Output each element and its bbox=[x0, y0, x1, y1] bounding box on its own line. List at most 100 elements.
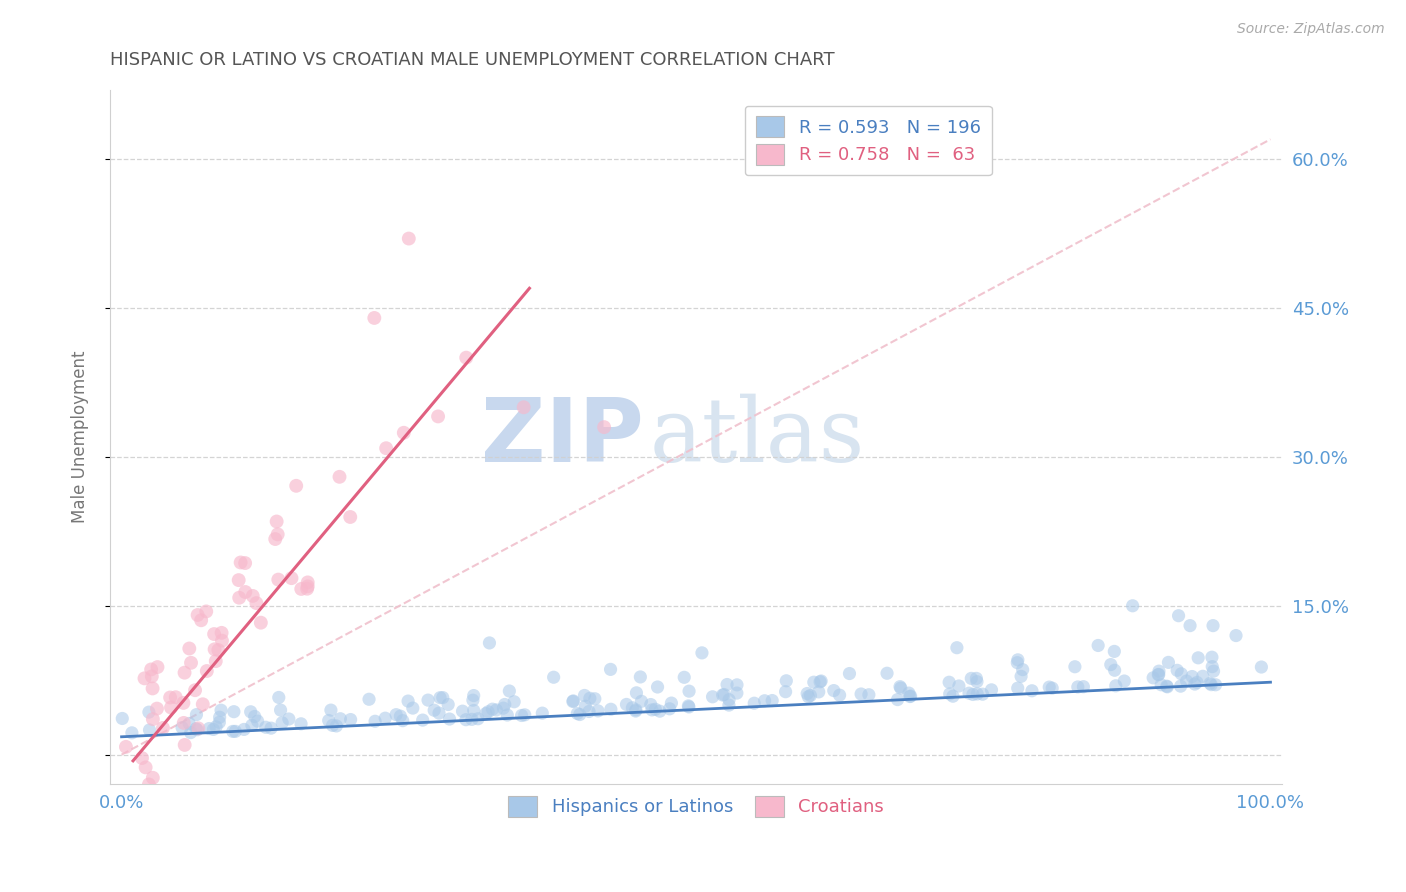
Point bbox=[202, 627, 225, 641]
Point bbox=[138, 723, 160, 737]
Point bbox=[398, 231, 420, 245]
Point bbox=[454, 713, 477, 727]
Point bbox=[211, 633, 233, 648]
Point bbox=[513, 707, 536, 722]
Point bbox=[357, 692, 380, 706]
Point bbox=[960, 672, 983, 686]
Point bbox=[228, 591, 250, 605]
Point bbox=[543, 670, 565, 684]
Point bbox=[496, 708, 519, 723]
Point bbox=[713, 688, 735, 702]
Point bbox=[1073, 680, 1095, 694]
Point bbox=[579, 691, 602, 706]
Point bbox=[160, 700, 183, 714]
Point bbox=[889, 680, 911, 694]
Point bbox=[796, 686, 818, 700]
Point bbox=[245, 596, 267, 610]
Point bbox=[1202, 664, 1225, 678]
Point bbox=[626, 686, 648, 700]
Point bbox=[297, 579, 319, 593]
Point bbox=[190, 613, 212, 627]
Point bbox=[461, 693, 484, 707]
Point bbox=[1201, 659, 1223, 673]
Point bbox=[374, 711, 396, 725]
Point bbox=[463, 689, 485, 703]
Point bbox=[179, 716, 201, 731]
Point bbox=[131, 751, 153, 765]
Point bbox=[402, 701, 425, 715]
Point bbox=[803, 675, 825, 690]
Point bbox=[512, 401, 534, 415]
Point bbox=[640, 698, 662, 712]
Point bbox=[716, 677, 738, 691]
Point bbox=[966, 674, 988, 689]
Point bbox=[828, 688, 851, 702]
Point bbox=[138, 777, 160, 791]
Point bbox=[432, 690, 454, 705]
Point bbox=[138, 705, 160, 719]
Point bbox=[222, 705, 245, 719]
Point bbox=[1038, 680, 1060, 694]
Point bbox=[204, 654, 226, 668]
Point bbox=[1021, 683, 1043, 698]
Point bbox=[1010, 669, 1032, 683]
Point bbox=[942, 690, 965, 704]
Point bbox=[481, 702, 503, 716]
Point bbox=[962, 688, 984, 702]
Point bbox=[267, 527, 290, 541]
Point bbox=[239, 705, 262, 719]
Point bbox=[141, 669, 163, 683]
Point bbox=[678, 698, 700, 713]
Point bbox=[644, 702, 666, 716]
Y-axis label: Male Unemployment: Male Unemployment bbox=[72, 351, 89, 524]
Point bbox=[233, 585, 256, 599]
Point bbox=[838, 666, 860, 681]
Point bbox=[1250, 660, 1272, 674]
Point bbox=[578, 705, 600, 719]
Point bbox=[717, 698, 740, 712]
Point bbox=[1181, 669, 1204, 683]
Point bbox=[198, 722, 221, 736]
Point bbox=[1175, 674, 1198, 689]
Point bbox=[754, 694, 776, 708]
Point bbox=[322, 718, 344, 732]
Point bbox=[1184, 677, 1206, 691]
Point bbox=[180, 725, 202, 739]
Point bbox=[1225, 629, 1247, 643]
Point bbox=[1167, 608, 1189, 623]
Point bbox=[561, 694, 583, 708]
Point bbox=[152, 721, 174, 735]
Point bbox=[946, 640, 969, 655]
Point bbox=[718, 692, 741, 706]
Point bbox=[1114, 673, 1136, 688]
Legend: Hispanics or Latinos, Croatians: Hispanics or Latinos, Croatians bbox=[501, 789, 891, 824]
Point bbox=[246, 714, 269, 728]
Point bbox=[1202, 618, 1225, 632]
Point bbox=[574, 699, 596, 714]
Point bbox=[233, 723, 256, 737]
Point bbox=[207, 643, 229, 657]
Point bbox=[810, 673, 832, 688]
Point bbox=[134, 671, 156, 685]
Point bbox=[641, 703, 664, 717]
Point bbox=[135, 760, 157, 774]
Point bbox=[661, 696, 683, 710]
Point bbox=[1007, 681, 1029, 695]
Point bbox=[938, 687, 960, 701]
Point bbox=[586, 704, 609, 718]
Point bbox=[325, 719, 347, 733]
Point bbox=[938, 675, 960, 690]
Point bbox=[121, 726, 143, 740]
Point bbox=[267, 690, 290, 705]
Point bbox=[416, 693, 439, 707]
Point bbox=[972, 687, 994, 701]
Point bbox=[364, 714, 387, 729]
Point bbox=[173, 715, 195, 730]
Point bbox=[1067, 680, 1090, 694]
Point bbox=[624, 704, 647, 718]
Point bbox=[725, 678, 748, 692]
Point bbox=[1157, 656, 1180, 670]
Point bbox=[179, 641, 201, 656]
Point bbox=[146, 701, 169, 715]
Point bbox=[1170, 679, 1192, 693]
